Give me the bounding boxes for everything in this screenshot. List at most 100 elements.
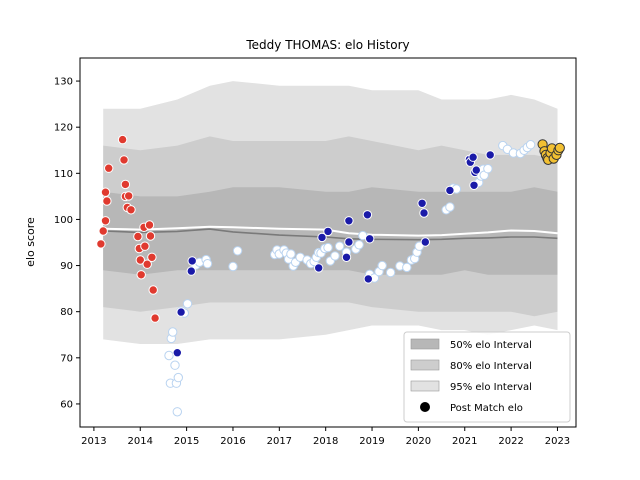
data-point-red [124, 191, 134, 201]
interval-bands [103, 81, 558, 344]
legend-label: 95% elo Interval [450, 382, 532, 393]
plot-area [79, 57, 577, 428]
data-point-red [135, 255, 146, 265]
data-point-red [148, 285, 158, 295]
data-point-light [330, 251, 340, 261]
data-point-red [142, 259, 152, 269]
data-point-light [232, 246, 243, 256]
x-tick-label: 2020 [406, 436, 431, 447]
data-point-light [354, 240, 364, 250]
y-tick-label: 80 [60, 307, 73, 318]
data-point-navy [419, 208, 429, 218]
data-point-gold [554, 142, 565, 153]
data-point-light [173, 372, 184, 383]
data-point-red [133, 231, 143, 242]
data-point-light [385, 267, 396, 278]
data-point-light [445, 202, 455, 212]
y-tick-label: 110 [54, 169, 73, 180]
data-point-navy [363, 274, 373, 284]
legend-label: 50% elo Interval [450, 340, 532, 351]
legend-marker-icon [420, 402, 430, 412]
data-point-light [286, 249, 296, 259]
data-point-light [228, 261, 238, 272]
data-point-navy [471, 165, 481, 175]
data-point-navy [187, 256, 197, 266]
y-tick-label: 130 [54, 77, 73, 88]
x-tick-label: 2023 [545, 436, 570, 447]
legend-box [403, 331, 571, 423]
data-point-navy [365, 234, 375, 244]
data-point-red [147, 252, 157, 262]
legend: 50% elo Interval 80% elo Interval 95% elo … [403, 331, 571, 423]
data-point-navy [485, 150, 495, 160]
data-point-red [100, 216, 111, 226]
data-point-navy [172, 348, 183, 358]
x-tick-label: 2014 [128, 436, 153, 447]
data-point-light [377, 260, 387, 271]
data-point-red [140, 241, 150, 251]
chart-title: Teddy THOMAS: elo History [245, 38, 409, 52]
x-tick-label: 2022 [498, 436, 523, 447]
legend-label: Post Match elo [450, 403, 523, 414]
x-tick-label: 2017 [267, 436, 292, 447]
data-point-red [150, 313, 160, 323]
data-point-navy [344, 216, 354, 226]
data-point-light [172, 407, 183, 417]
y-axis-title: elo score [24, 217, 37, 267]
data-point-red [98, 226, 108, 236]
data-point-navy [176, 307, 186, 317]
data-point-navy [468, 152, 478, 162]
data-point-navy [445, 185, 455, 196]
x-tick-label: 2013 [81, 436, 106, 447]
data-point-navy [323, 226, 333, 237]
data-point-light [323, 242, 333, 253]
data-point-light [334, 241, 345, 251]
y-tick-label: 100 [54, 215, 73, 226]
data-point-red [144, 220, 155, 230]
data-point-navy [317, 232, 327, 243]
data-point-red [126, 205, 136, 215]
data-point-navy [341, 252, 352, 262]
data-point-navy [362, 210, 373, 220]
data-point-red [117, 134, 128, 145]
plot-frame [79, 57, 577, 428]
y-tick-label: 90 [60, 261, 73, 272]
data-point-light [525, 140, 536, 150]
data-point-light [170, 360, 180, 370]
data-point-light [402, 262, 412, 273]
y-tick-label: 70 [60, 353, 73, 364]
data-point-red [119, 155, 129, 165]
data-point-red [120, 179, 131, 190]
y-tick-label: 120 [54, 123, 73, 134]
data-point-light [182, 299, 193, 309]
data-point-light [483, 164, 493, 174]
legend-label: 80% elo Interval [450, 361, 532, 372]
legend-swatch-band50 [410, 338, 440, 350]
x-tick-label: 2021 [452, 436, 477, 447]
data-point-navy [417, 198, 427, 209]
x-tick-label: 2018 [313, 436, 338, 447]
data-point-light [168, 327, 178, 337]
data-point-red [136, 270, 146, 280]
x-axis: 2013 2014 2015 2016 2017 2018 2019 2020 2021 2022… [81, 427, 570, 447]
y-tick-label: 60 [60, 399, 73, 410]
post-match-points [96, 134, 565, 417]
data-point-navy [186, 266, 197, 276]
data-point-red [104, 163, 114, 173]
data-point-red [100, 187, 111, 197]
x-tick-label: 2015 [174, 436, 199, 447]
data-point-light [202, 259, 213, 269]
legend-swatch-band95 [410, 380, 440, 392]
data-point-navy [420, 237, 430, 247]
data-point-red [145, 231, 156, 241]
x-tick-label: 2019 [359, 436, 384, 447]
data-point-navy [344, 237, 354, 247]
data-point-light [164, 350, 174, 361]
y-axis: 60 70 80 90 100 110 120 130 [54, 77, 80, 410]
legend-swatch-band80 [410, 359, 440, 371]
x-tick-label: 2016 [220, 436, 245, 447]
data-point-red [96, 239, 106, 249]
data-point-navy [469, 180, 479, 191]
data-point-red [102, 196, 112, 206]
